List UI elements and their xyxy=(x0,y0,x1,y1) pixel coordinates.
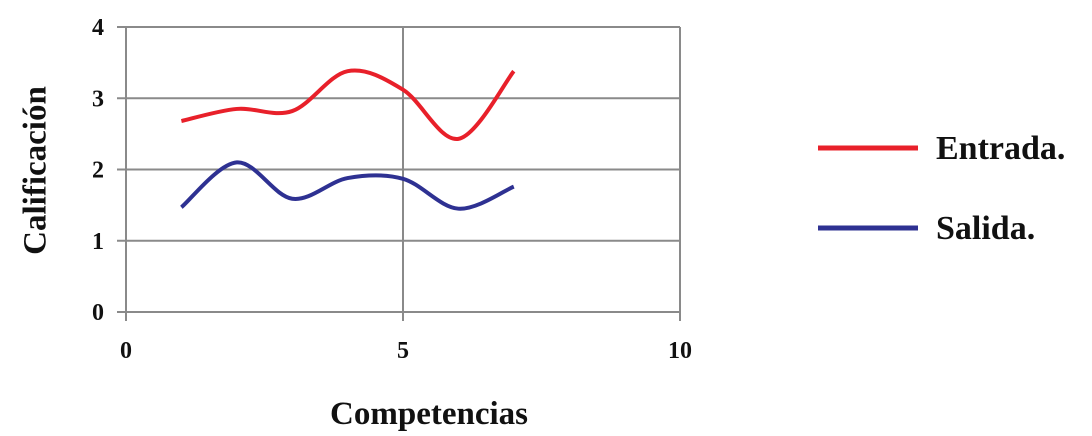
x-axis-title: Competencias xyxy=(330,396,528,432)
y-tick-label: 2 xyxy=(92,158,104,184)
x-tick-label: 5 xyxy=(397,338,409,364)
y-tick-label: 1 xyxy=(92,229,104,255)
y-tick-label: 3 xyxy=(92,86,104,112)
y-tick-label: 0 xyxy=(92,300,104,326)
legend-label-entrada: Entrada. xyxy=(936,130,1065,167)
x-tick-label: 10 xyxy=(668,338,692,364)
y-axis-title: Calificación xyxy=(18,86,54,255)
legend-label-salida: Salida. xyxy=(936,210,1035,247)
y-tick-label: 4 xyxy=(92,15,104,41)
legend: Entrada. Salida. xyxy=(818,130,1065,247)
x-tick-label: 0 xyxy=(120,338,132,364)
